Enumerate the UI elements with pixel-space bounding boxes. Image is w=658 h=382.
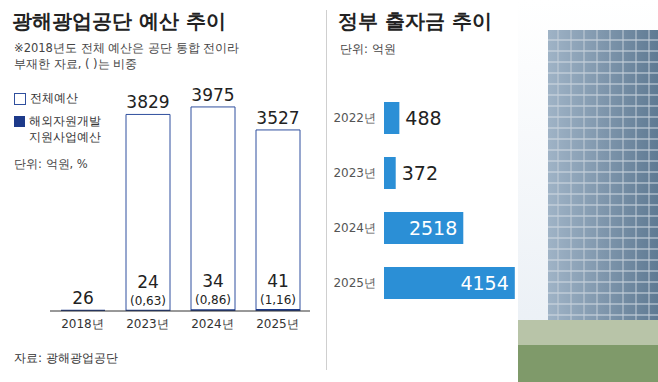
svg-text:(1,16): (1,16) xyxy=(260,293,296,307)
svg-text:26: 26 xyxy=(72,288,94,308)
svg-text:2023년: 2023년 xyxy=(126,317,169,331)
svg-text:24: 24 xyxy=(137,272,159,292)
svg-text:2025년: 2025년 xyxy=(333,276,376,290)
html-text:자료: 광해광업공단: 자료: 광해광업공단 xyxy=(14,351,118,365)
svg-text:3975: 3975 xyxy=(191,85,234,105)
svg-text:2023년: 2023년 xyxy=(333,166,376,180)
svg-text:3527: 3527 xyxy=(256,108,299,128)
html-text:해외자원개발 지원사업예산: 해외자원개발 지원사업예산 xyxy=(29,114,101,144)
html-text:정부 출자금 추이: 정부 출자금 추이 xyxy=(338,9,492,33)
svg-text:(0,86): (0,86) xyxy=(195,293,231,307)
svg-text:34: 34 xyxy=(202,271,224,291)
svg-text:3829: 3829 xyxy=(126,92,169,112)
svg-text:2018년: 2018년 xyxy=(61,317,104,331)
html-text:광해광업공단 예산 추이: 광해광업공단 예산 추이 xyxy=(12,9,226,33)
svg-text:(0,63): (0,63) xyxy=(130,294,166,308)
svg-text:2022년: 2022년 xyxy=(333,111,376,125)
svg-text:488: 488 xyxy=(405,107,441,129)
svg-text:372: 372 xyxy=(402,162,438,184)
svg-text:2024년: 2024년 xyxy=(191,317,234,331)
html-text:전체예산: 전체예산 xyxy=(30,91,78,105)
svg-text:2024년: 2024년 xyxy=(333,221,376,235)
svg-text:4154: 4154 xyxy=(460,272,508,294)
html-text:※2018년도 전체 예산은 공단 통합 전이라 부재한 자: ※2018년도 전체 예산은 공단 통합 전이라 부재한 자료, ( )는 비중 xyxy=(14,41,240,71)
svg-text:2518: 2518 xyxy=(409,217,457,239)
svg-text:2025년: 2025년 xyxy=(256,317,299,331)
html-text:단위: 억원, %: 단위: 억원, % xyxy=(14,157,88,171)
html-text:단위: 억원: 단위: 억원 xyxy=(340,42,396,56)
svg-text:41: 41 xyxy=(267,271,289,291)
